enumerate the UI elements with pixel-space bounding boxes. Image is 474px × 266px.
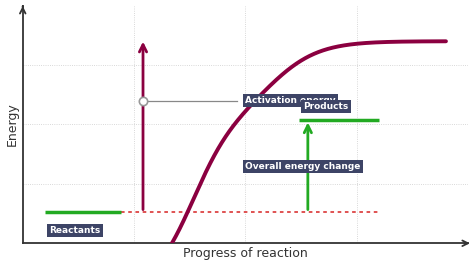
Text: Activation energy: Activation energy — [246, 96, 336, 105]
Text: Overall energy change: Overall energy change — [246, 161, 361, 171]
Text: Products: Products — [303, 102, 349, 111]
Y-axis label: Energy: Energy — [6, 102, 18, 146]
X-axis label: Progress of reaction: Progress of reaction — [183, 247, 308, 260]
Text: Reactants: Reactants — [49, 226, 100, 235]
